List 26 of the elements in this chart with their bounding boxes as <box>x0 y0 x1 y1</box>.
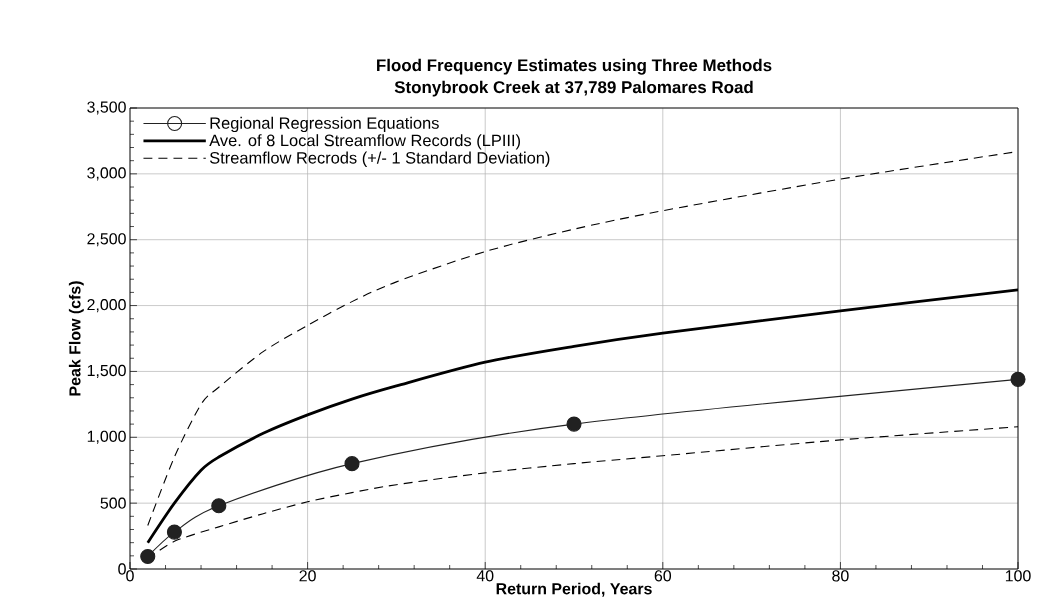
point <box>166 524 182 540</box>
x-tick-label: 20 <box>299 570 316 582</box>
y-tick-label: 2,000 <box>87 298 126 313</box>
y-tick-label: 3,500 <box>87 101 126 115</box>
legend-label: Regional Regression Equations <box>210 116 439 133</box>
x-tick-label: 80 <box>832 570 849 582</box>
legend-label: Ave. of 8 Local Streamflow Records (LPIII) <box>209 134 521 150</box>
y-tick-label: 1,000 <box>87 430 126 444</box>
y-tick-label: 2,500 <box>87 233 126 247</box>
y-tick-label: 500 <box>100 497 126 509</box>
point <box>1010 371 1026 387</box>
y-tick-label: 3,000 <box>87 167 126 181</box>
point <box>344 456 360 472</box>
x-tick-label: 40 <box>476 570 494 582</box>
point <box>140 548 156 565</box>
chart-subtitle: Stonybrook Creek at 37,789 Palomares Road <box>394 80 753 97</box>
y-axis-title: Peak Flow (cfs) <box>68 281 84 396</box>
x-tick-label: 100 <box>1005 570 1031 582</box>
x-tick-label: 0 <box>126 570 134 582</box>
x-tick-label: 60 <box>654 570 672 582</box>
chart-title: Flood Frequency Estimates using Three Methods <box>377 58 772 75</box>
point <box>211 498 227 514</box>
x-axis-title: Return Period, Years <box>496 582 652 597</box>
y-tick-label: 1,500 <box>87 364 126 379</box>
legend-label: Streamflow Recrods (+/- 1 Standard Deviation) <box>209 151 550 167</box>
point <box>566 416 582 432</box>
